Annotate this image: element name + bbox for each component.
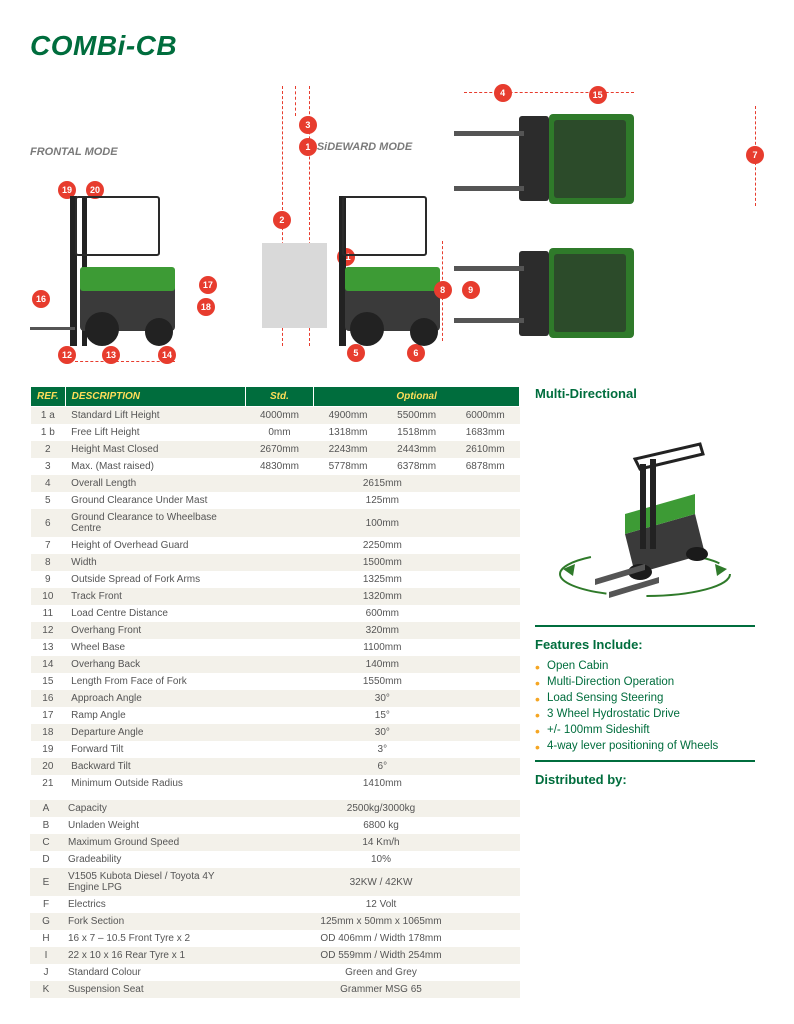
table-row: ACapacity2500kg/3000kg xyxy=(30,800,520,817)
table-row: 18Departure Angle30° xyxy=(31,724,520,741)
diagram-top-a: 4 15 10 7 xyxy=(434,86,764,216)
table-row: 7Height of Overhead Guard2250mm xyxy=(31,537,520,554)
table-row: BUnladen Weight6800 kg xyxy=(30,817,520,834)
table-row: 19Forward Tilt3° xyxy=(31,741,520,758)
multi-directional-title: Multi-Directional xyxy=(535,386,755,401)
marker-9: 9 xyxy=(462,281,480,299)
features-list: Open CabinMulti-Direction OperationLoad … xyxy=(535,658,755,754)
spec-table-2: ACapacity2500kg/3000kgBUnladen Weight680… xyxy=(30,800,520,998)
table-row: H16 x 7 – 10.5 Front Tyre x 2OD 406mm / … xyxy=(30,930,520,947)
table-row: 11Load Centre Distance600mm xyxy=(31,605,520,622)
table-row: 10Track Front1320mm xyxy=(31,588,520,605)
divider-2 xyxy=(535,760,755,762)
marker-16: 16 xyxy=(32,290,50,308)
table-row: GFork Section125mm x 50mm x 1065mm xyxy=(30,913,520,930)
feature-item: Multi-Direction Operation xyxy=(535,674,755,690)
diagram-sideward: SiDEWARD MODE 3 1 2 11 5 6 xyxy=(237,86,434,366)
table-row: 12Overhang Front320mm xyxy=(31,622,520,639)
marker-2: 2 xyxy=(273,211,291,229)
marker-17: 17 xyxy=(199,276,217,294)
table-row: 20Backward Tilt6° xyxy=(31,758,520,775)
feature-item: +/- 100mm Sideshift xyxy=(535,722,755,738)
table-row: 13Wheel Base1100mm xyxy=(31,639,520,656)
product-logo: COMBi-CB xyxy=(30,30,764,62)
feature-item: Open Cabin xyxy=(535,658,755,674)
marker-8: 8 xyxy=(434,281,452,299)
marker-4: 4 xyxy=(494,84,512,102)
th-ref: REF. xyxy=(31,387,66,407)
table-row: 8Width1500mm xyxy=(31,554,520,571)
marker-18: 18 xyxy=(197,298,215,316)
table-row: 2Height Mast Closed2670mm2243mm2443mm261… xyxy=(31,441,520,458)
spec-table: REF. DESCRIPTION Std. Optional 1 aStanda… xyxy=(30,386,520,792)
table-row: I22 x 10 x 16 Rear Tyre x 1OD 559mm / Wi… xyxy=(30,947,520,964)
diagram-frontal: FRONTAL MODE 19 20 16 17 18 12 13 14 xyxy=(30,86,227,366)
table-row: FElectrics12 Volt xyxy=(30,896,520,913)
features-title: Features Include: xyxy=(535,637,755,652)
diagrams-area: FRONTAL MODE 19 20 16 17 18 12 13 14 xyxy=(30,86,764,366)
marker-15: 15 xyxy=(589,86,607,104)
table-row: EV1505 Kubota Diesel / Toyota 4Y Engine … xyxy=(30,868,520,896)
feature-item: 3 Wheel Hydrostatic Drive xyxy=(535,706,755,722)
feature-item: 4-way lever positioning of Wheels xyxy=(535,738,755,754)
table-row: 21Minimum Outside Radius1410mm xyxy=(31,775,520,792)
divider xyxy=(535,625,755,627)
table-row: 5Ground Clearance Under Mast125mm xyxy=(31,492,520,509)
table-row: DGradeability10% xyxy=(30,851,520,868)
table-row: JStandard ColourGreen and Grey xyxy=(30,964,520,981)
diagram-top-b: 8 9 21 xyxy=(434,226,764,356)
marker-14: 14 xyxy=(158,346,176,364)
table-row: 16Approach Angle30° xyxy=(31,690,520,707)
marker-12: 12 xyxy=(58,346,76,364)
table-row: 1 bFree Lift Height0mm1318mm1518mm1683mm xyxy=(31,424,520,441)
marker-5: 5 xyxy=(347,344,365,362)
table-row: 6Ground Clearance to Wheelbase Centre100… xyxy=(31,509,520,537)
table-row: 3Max. (Mast raised)4830mm5778mm6378mm687… xyxy=(31,458,520,475)
table-row: 4Overall Length2615mm xyxy=(31,475,520,492)
marker-3: 3 xyxy=(299,116,317,134)
table-row: KSuspension SeatGrammer MSG 65 xyxy=(30,981,520,998)
table-row: 15Length From Face of Fork1550mm xyxy=(31,673,520,690)
isometric-diagram xyxy=(535,409,755,619)
marker-6: 6 xyxy=(407,344,425,362)
th-desc: DESCRIPTION xyxy=(65,387,245,407)
th-optional: Optional xyxy=(314,387,520,407)
marker-1: 1 xyxy=(299,138,317,156)
marker-7: 7 xyxy=(746,146,764,164)
marker-13: 13 xyxy=(102,346,120,364)
th-std: Std. xyxy=(245,387,314,407)
label-sideward: SiDEWARD MODE xyxy=(317,141,412,153)
table-row: 17Ramp Angle15° xyxy=(31,707,520,724)
table-row: 9Outside Spread of Fork Arms1325mm xyxy=(31,571,520,588)
feature-item: Load Sensing Steering xyxy=(535,690,755,706)
table-row: 1 aStandard Lift Height4000mm4900mm5500m… xyxy=(31,407,520,425)
distributed-by: Distributed by: xyxy=(535,772,755,787)
label-frontal: FRONTAL MODE xyxy=(30,146,118,158)
table-row: CMaximum Ground Speed14 Km/h xyxy=(30,834,520,851)
table-row: 14Overhang Back140mm xyxy=(31,656,520,673)
